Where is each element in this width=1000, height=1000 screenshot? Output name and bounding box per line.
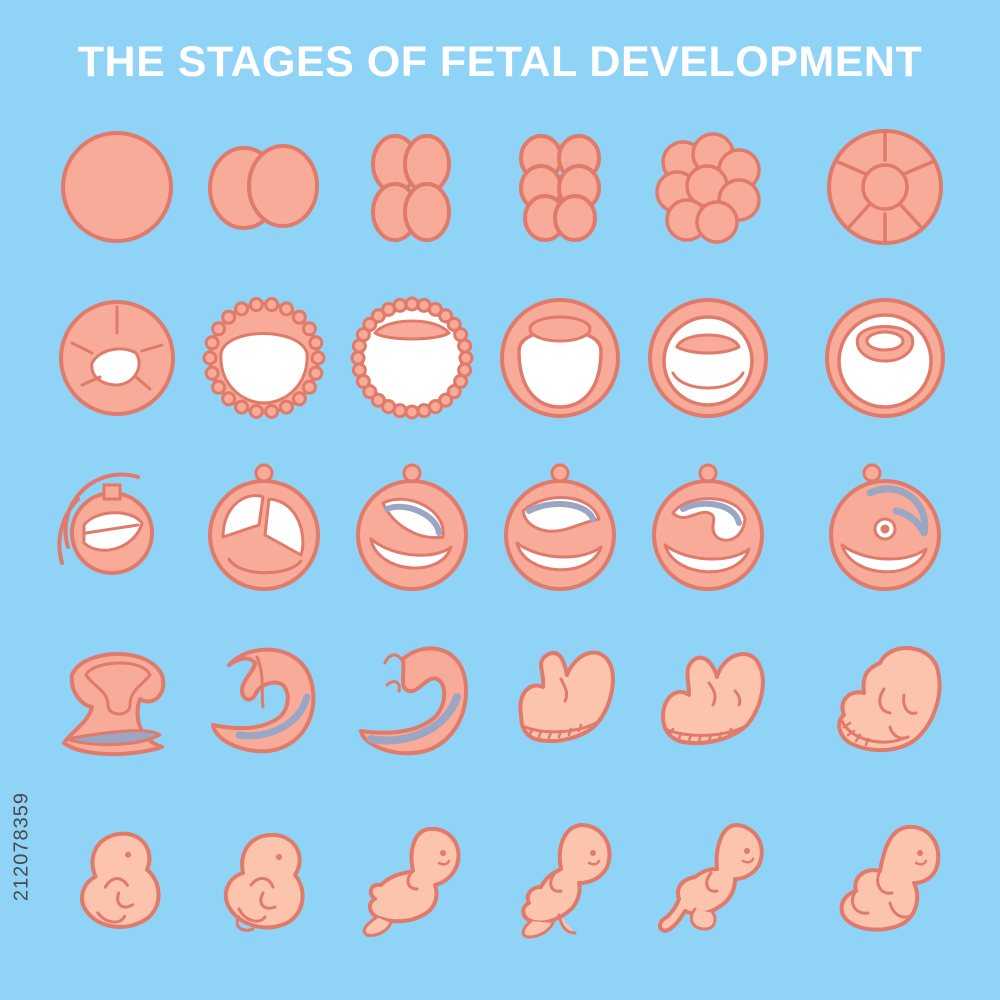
- stage-blastocyst-icon: [199, 293, 329, 423]
- stage-amniotic-cavity-icon: [347, 463, 477, 593]
- stage-morula-icon: [820, 122, 950, 252]
- stage-fetus-10-weeks-icon: [347, 813, 477, 943]
- stage-embryonic-folding-icon: [820, 463, 950, 593]
- stage-cavity-stage-1-icon: [495, 293, 625, 423]
- stage-embryo-7-weeks-icon: [52, 813, 182, 943]
- stage-neurula-icon: [199, 635, 329, 765]
- stage-cavity-stage-2-icon: [643, 293, 773, 423]
- page-title: THE STAGES OF FETAL DEVELOPMENT: [77, 38, 923, 86]
- stage-bilaminar-disc-icon: [199, 463, 329, 593]
- stage-embryo-4-weeks-icon: [495, 635, 625, 765]
- stage-folding-disc-icon: [495, 463, 625, 593]
- stage-implanting-sac-icon: [52, 463, 182, 593]
- stage-curved-embryo-icon: [347, 635, 477, 765]
- stage-early-blastocyst-icon: [52, 293, 182, 423]
- stage-zygote-icon: [52, 122, 182, 252]
- stage-cavity-stage-3-icon: [820, 293, 950, 423]
- stage-neural-tube-icon: [643, 463, 773, 593]
- stage-embryo-8-weeks-icon: [199, 813, 329, 943]
- stage-late-blastocyst-icon: [347, 293, 477, 423]
- stage-fetus-20-weeks-icon: [820, 813, 950, 943]
- stage-eight-cell-icon: [495, 122, 625, 252]
- stage-fetus-16-weeks-icon: [643, 813, 773, 943]
- stage-morula-early-icon: [643, 122, 773, 252]
- stage-embryo-6-weeks-icon: [820, 635, 950, 765]
- stage-fetus-12-weeks-icon: [495, 813, 625, 943]
- stage-four-cell-icon: [347, 122, 477, 252]
- stage-embryo-5-weeks-icon: [643, 635, 773, 765]
- stage-gastrula-icon: [52, 635, 182, 765]
- stage-two-cell-icon: [199, 122, 329, 252]
